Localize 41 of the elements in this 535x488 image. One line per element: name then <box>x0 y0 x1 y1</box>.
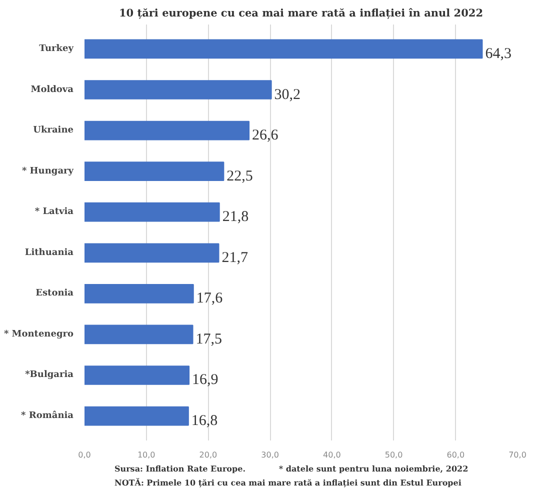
y-tick-label: Moldova <box>30 84 74 95</box>
data-label: 21,8 <box>222 209 249 226</box>
y-tick-label: * România <box>21 410 74 422</box>
data-label: 17,6 <box>196 290 224 307</box>
bar <box>84 39 483 59</box>
data-label: 26,6 <box>252 128 279 144</box>
bar <box>84 366 190 385</box>
data-label: 21,7 <box>222 250 248 266</box>
data-label: 17,5 <box>196 331 222 348</box>
bar <box>84 284 194 304</box>
y-tick-label: Lithuania <box>24 248 74 258</box>
bar <box>84 80 272 100</box>
data-label: 16,9 <box>192 372 218 388</box>
y-tick-label: Ukraine <box>33 126 74 136</box>
y-tick-label: * Hungary <box>22 166 74 176</box>
bar <box>84 243 220 263</box>
bar <box>84 324 194 344</box>
y-tick-label: * Montenegro <box>4 329 74 340</box>
data-label: 30,2 <box>274 86 301 103</box>
bar <box>84 202 220 222</box>
bar <box>84 162 224 181</box>
x-tick-label: 40,0 <box>323 450 341 460</box>
x-tick-label: 10,0 <box>137 450 156 460</box>
data-label: 22,5 <box>226 168 253 184</box>
x-tick-label: 0,0 <box>78 450 91 460</box>
x-tick-label: 50,0 <box>384 450 403 460</box>
text: Sursa: Inflation Rate Europe. * datele sunt pentru luna noiembrie, 2022 <box>114 464 468 474</box>
data-label: 16,8 <box>191 413 218 430</box>
y-tick-label: *Bulgaria <box>25 370 74 380</box>
x-tick-label: 70,0 <box>508 450 526 460</box>
data-label: 64,3 <box>485 46 512 62</box>
x-tick-label: 60,0 <box>446 450 465 460</box>
chart-title: 10 țări europene cu cea mai mare rată a inflației în anul 2022 <box>118 8 484 20</box>
y-tick-label: * Latvia <box>34 207 74 218</box>
y-tick-label: Turkey <box>39 44 74 54</box>
x-tick-label: 20,0 <box>199 450 218 460</box>
x-tick-label: 30,0 <box>261 450 279 460</box>
bar <box>84 406 189 426</box>
text: NOTĂ: Primele 10 țări cu cea mai mare rată a inflației sunt din Estul Europei <box>114 478 462 488</box>
y-tick-label: Estonia <box>36 288 74 299</box>
bar <box>84 120 250 140</box>
